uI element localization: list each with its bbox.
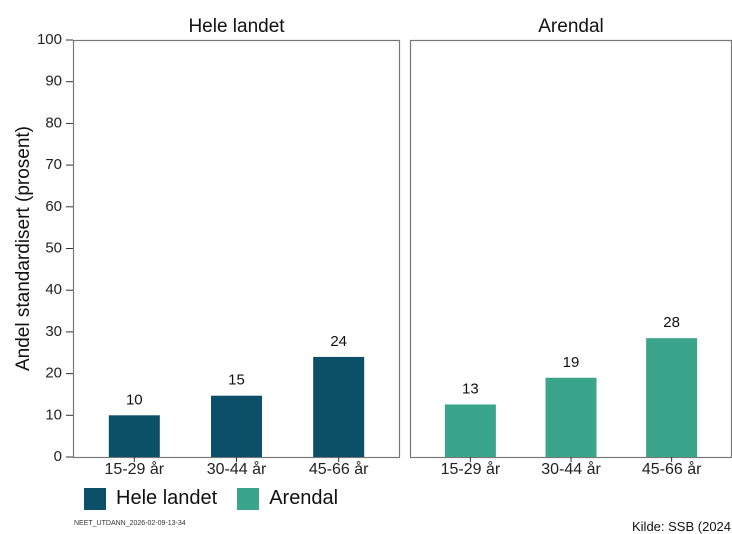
x-tick-label: 30-44 år bbox=[207, 460, 267, 478]
data-label: 28 bbox=[663, 314, 680, 331]
legend-swatch-hele-landet bbox=[84, 487, 106, 510]
y-tick-label: 70 bbox=[45, 156, 62, 173]
y-tick-label: 60 bbox=[45, 198, 62, 215]
legend-label-arendal: Arendal bbox=[269, 487, 339, 509]
y-tick-label: 50 bbox=[45, 239, 62, 256]
x-tick-label: 15-29 år bbox=[105, 460, 165, 478]
data-label: 15 bbox=[228, 372, 245, 389]
footer-id: NEET_UTDANN_2026-02-09-13-34 bbox=[74, 520, 186, 527]
y-tick-label: 10 bbox=[45, 406, 62, 423]
bar bbox=[444, 404, 496, 457]
x-tick-label: 15-29 år bbox=[441, 460, 501, 478]
data-label: 19 bbox=[563, 354, 580, 371]
data-label: 10 bbox=[126, 391, 143, 408]
y-tick-label: 90 bbox=[45, 73, 62, 90]
bar bbox=[646, 338, 698, 457]
legend-item-arendal: Arendal bbox=[237, 487, 338, 510]
y-tick-label: 30 bbox=[45, 323, 62, 340]
legend-item-hele-landet: Hele landet bbox=[84, 487, 217, 510]
bar bbox=[108, 415, 160, 457]
x-tick-label: 30-44 år bbox=[541, 460, 601, 478]
legend: Hele landet Arendal bbox=[84, 487, 348, 510]
panel-title: Arendal bbox=[538, 16, 604, 37]
legend-swatch-arendal bbox=[237, 487, 260, 510]
y-tick-label: 40 bbox=[45, 281, 62, 298]
x-tick-label: 45-66 år bbox=[309, 460, 369, 478]
bar bbox=[211, 395, 262, 457]
y-axis-label: Andel standardisert (prosent) bbox=[13, 126, 34, 371]
x-tick-label: 45-66 år bbox=[642, 460, 702, 478]
bar bbox=[545, 377, 597, 457]
y-tick-label: 100 bbox=[37, 31, 62, 48]
data-label: 13 bbox=[462, 380, 479, 397]
legend-label-hele-landet: Hele landet bbox=[116, 487, 218, 509]
y-tick-label: 0 bbox=[54, 448, 62, 465]
bar bbox=[313, 356, 365, 457]
panel-title: Hele landet bbox=[188, 16, 285, 37]
data-label: 24 bbox=[330, 333, 347, 350]
y-tick-label: 80 bbox=[45, 114, 62, 131]
y-tick-label: 20 bbox=[45, 365, 62, 382]
source-note: Kilde: SSB (2024 bbox=[632, 519, 732, 534]
